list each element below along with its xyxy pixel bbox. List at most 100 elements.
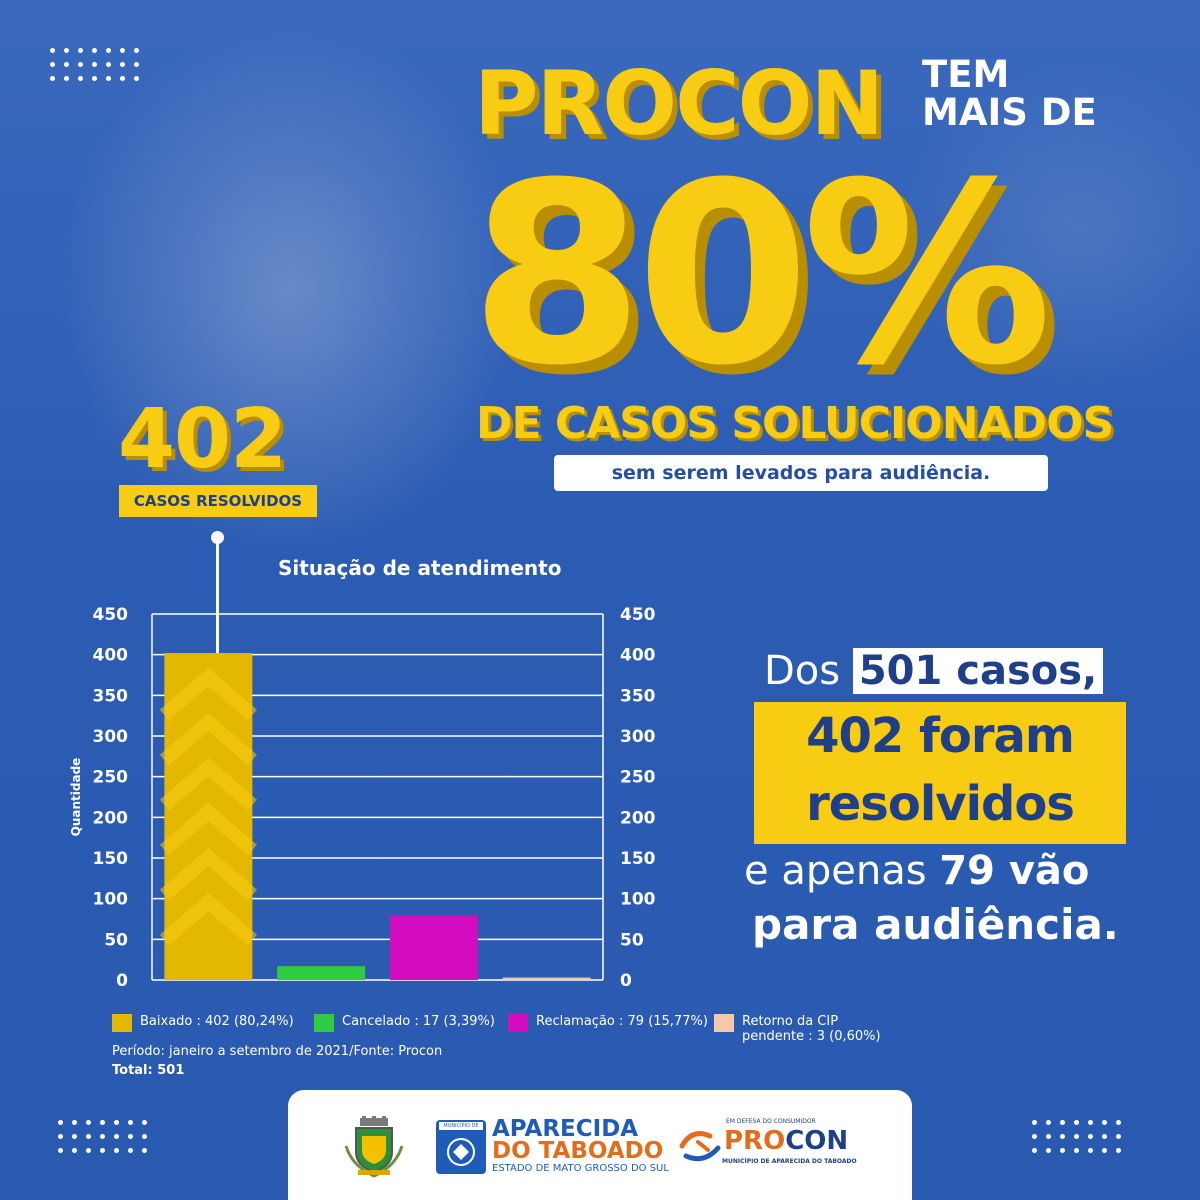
sem-serem-banner: sem serem levados para audiência. <box>554 455 1048 491</box>
legend-label: Cancelado : 17 (3,39%) <box>342 1014 495 1029</box>
chart-total: Total: 501 <box>112 1063 185 1078</box>
summary-dos: Dos <box>764 648 853 694</box>
dot <box>72 1148 77 1153</box>
dot <box>1116 1148 1121 1153</box>
dot <box>1046 1134 1051 1139</box>
dot <box>86 1148 91 1153</box>
summary-vao: 79 vão <box>939 848 1090 894</box>
decorative-dots-bottom-left <box>58 1120 147 1153</box>
dot <box>92 76 97 81</box>
y-tick-label-right: 450 <box>620 605 656 625</box>
dot <box>142 1148 147 1153</box>
headline-tem-mais-de: TEM MAIS DE <box>922 56 1097 132</box>
dot <box>1088 1148 1093 1153</box>
dot <box>64 48 69 53</box>
aparecida-name-1: APARECIDA <box>492 1116 639 1142</box>
bar-chevron <box>159 712 257 766</box>
summary-yellow-box: 402 foram resolvidos <box>754 702 1126 844</box>
summary-foram: 402 foram <box>806 708 1075 764</box>
dot <box>1088 1120 1093 1125</box>
dot <box>120 48 125 53</box>
procon-hands-icon <box>679 1131 721 1162</box>
procon-top-text: EM DEFESA DO CONSUMIDOR <box>726 1118 816 1125</box>
dot <box>114 1148 119 1153</box>
y-tick-label-right: 350 <box>620 686 656 706</box>
legend-swatch <box>314 1014 334 1032</box>
dot <box>1074 1134 1079 1139</box>
legend-item-baixado: Baixado : 402 (80,24%) <box>112 1014 294 1032</box>
dot <box>58 1120 63 1125</box>
y-tick-label-right: 200 <box>620 808 656 828</box>
dot <box>142 1120 147 1125</box>
legend-swatch <box>714 1014 734 1032</box>
dot <box>1102 1134 1107 1139</box>
dot <box>1032 1134 1037 1139</box>
dot <box>106 48 111 53</box>
big-percentage: 80% <box>470 129 1052 420</box>
y-tick-label-right: 400 <box>620 646 656 666</box>
dot <box>58 1148 63 1153</box>
dot <box>1060 1120 1065 1125</box>
dot <box>128 1134 133 1139</box>
legend-label: Retorno da CIP pendente : 3 (0,60%) <box>742 1014 881 1044</box>
bar-chevron <box>159 757 257 811</box>
dot <box>128 1120 133 1125</box>
dot <box>1060 1148 1065 1153</box>
dot <box>120 76 125 81</box>
procon-name: PROCON <box>724 1128 848 1154</box>
decorative-dots-top-left <box>50 48 139 81</box>
dot <box>72 1120 77 1125</box>
chart-title: Situação de atendimento <box>278 556 562 580</box>
bar-3 <box>502 977 591 980</box>
summary-resolvidos: resolvidos <box>806 776 1075 832</box>
y-tick-label-left: 50 <box>104 930 128 950</box>
dot <box>92 62 97 67</box>
bar-1 <box>277 966 366 980</box>
headline-tem: TEM <box>922 53 1010 96</box>
dot <box>1102 1148 1107 1153</box>
y-tick-label-left: 150 <box>93 849 129 869</box>
pin-dot <box>211 531 224 544</box>
dot <box>100 1134 105 1139</box>
dot <box>100 1120 105 1125</box>
y-tick-label-left: 300 <box>93 727 129 747</box>
y-tick-label-left: 400 <box>93 646 129 666</box>
dot <box>100 1148 105 1153</box>
dot <box>86 1134 91 1139</box>
dot <box>128 1148 133 1153</box>
municipal-crest-icon <box>344 1116 404 1178</box>
procon-con: CON <box>785 1126 849 1156</box>
y-tick-label-right: 150 <box>620 849 656 869</box>
aparecida-emblem-icon <box>447 1138 475 1166</box>
legend-label: Baixado : 402 (80,24%) <box>140 1014 294 1029</box>
dot <box>1046 1120 1051 1125</box>
dot <box>72 1134 77 1139</box>
dot <box>120 62 125 67</box>
summary-e-apenas: e apenas <box>744 848 940 894</box>
bar-chevron <box>159 847 257 901</box>
dot <box>1102 1120 1107 1125</box>
dot <box>78 48 83 53</box>
bar-chevron <box>159 892 257 946</box>
dot <box>50 62 55 67</box>
footer-logo-bar: MUNICÍPIO DE APARECIDA DO TABOADO ESTADO… <box>288 1090 912 1200</box>
bar-chevron <box>159 667 257 721</box>
dot <box>1060 1134 1065 1139</box>
dot <box>1116 1134 1121 1139</box>
dot <box>114 1134 119 1139</box>
dot <box>134 76 139 81</box>
y-tick-label-left: 450 <box>93 605 129 625</box>
dot <box>1116 1120 1121 1125</box>
dot <box>50 48 55 53</box>
dot <box>64 62 69 67</box>
summary-line-4: e apenas 79 vão <box>744 848 1089 894</box>
dot <box>1074 1120 1079 1125</box>
aparecida-tag: MUNICÍPIO DE <box>439 1122 483 1130</box>
legend-item-retorno: Retorno da CIP pendente : 3 (0,60%) <box>714 1014 881 1044</box>
y-tick-label-right: 50 <box>620 930 644 950</box>
aparecida-state: ESTADO DE MATO GROSSO DO SUL <box>492 1163 669 1174</box>
summary-total-highlight: 501 casos, <box>852 648 1104 694</box>
y-tick-label-left: 200 <box>93 808 129 828</box>
dot <box>134 62 139 67</box>
